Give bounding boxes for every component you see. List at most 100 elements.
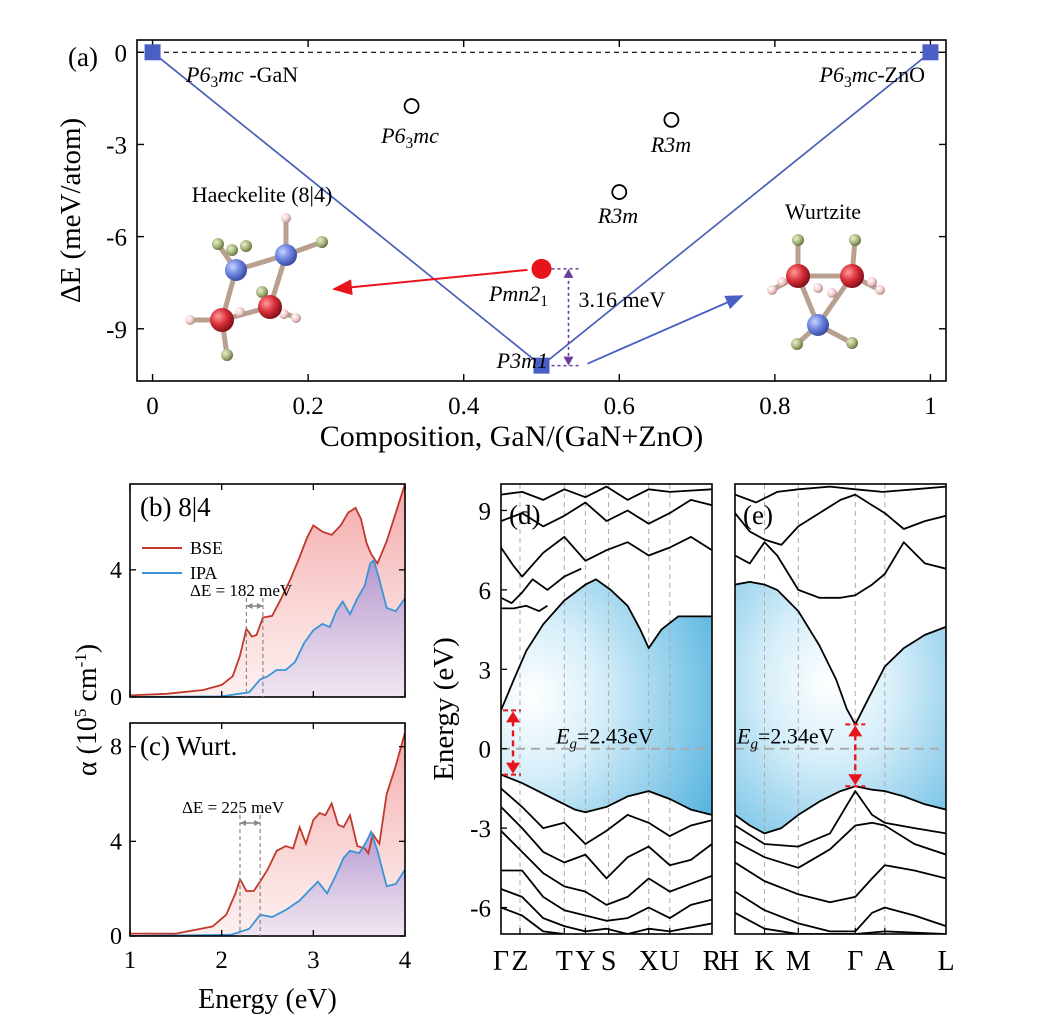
plot-area bbox=[501, 484, 712, 934]
series-line-ipa bbox=[130, 829, 405, 936]
y-tick-label: -6 bbox=[470, 896, 491, 923]
conduction-band bbox=[501, 604, 548, 612]
conduction-band bbox=[501, 498, 712, 528]
gallium-atom bbox=[226, 244, 238, 256]
plot-frame bbox=[129, 483, 406, 698]
conduction-band bbox=[501, 536, 712, 578]
kpoint-label: Γ bbox=[493, 946, 509, 977]
gallium-atom bbox=[849, 234, 861, 246]
conduction-band bbox=[501, 567, 582, 604]
gallium-atom bbox=[240, 240, 252, 252]
band-gap-region bbox=[501, 579, 712, 815]
valence-band-edge bbox=[735, 785, 946, 835]
metastable-point-marker bbox=[611, 184, 628, 200]
oxygen-atom bbox=[185, 315, 195, 325]
arrow-to-haeckelite bbox=[332, 268, 528, 296]
zinc-atom bbox=[210, 308, 234, 332]
label-pmn21: Pmn21 bbox=[488, 281, 548, 310]
panel-d-band-structure-84: Eg=2.43eV (d) Γ Z T Y S X U R 9 6 3 0 -3 -6 Energy (eV) bbox=[428, 483, 722, 977]
conduction-band bbox=[735, 493, 946, 546]
valence-band bbox=[501, 906, 565, 934]
valence-band bbox=[501, 888, 712, 934]
kpoint-label: T bbox=[556, 946, 573, 977]
y-axis-title-alpha: α (105 cm-1) bbox=[71, 644, 103, 776]
y-tick-label: 8 bbox=[110, 735, 122, 761]
diff-arrowhead-bottom bbox=[563, 356, 574, 366]
oxygen-atom bbox=[813, 283, 823, 293]
hull-point-marker bbox=[533, 357, 550, 374]
kpoint-label: U bbox=[660, 946, 680, 977]
gallium-atom bbox=[791, 338, 803, 350]
valence-band bbox=[735, 890, 946, 933]
x-axis-title: Energy (eV) bbox=[198, 984, 337, 1015]
x-tick-label: 0.6 bbox=[604, 393, 635, 420]
oxygen-atom bbox=[777, 277, 787, 287]
plot-area bbox=[735, 484, 946, 934]
y-tick-label: 0 bbox=[479, 737, 492, 764]
oxygen-atom bbox=[867, 277, 877, 287]
x-tick-label: 0.2 bbox=[293, 393, 324, 420]
valence-band bbox=[735, 912, 946, 934]
zinc-atom bbox=[786, 264, 810, 288]
delta-e-annotation: ΔE = 182 meV bbox=[190, 581, 293, 600]
valence-band bbox=[501, 806, 712, 880]
band-gap-arrowhead-down bbox=[848, 774, 863, 786]
x-tick-label: 1 bbox=[124, 947, 137, 974]
hull-point-marker bbox=[144, 44, 161, 61]
kpoint-label: Γ bbox=[847, 946, 863, 977]
haeckelite-label: Haeckelite (8|4) bbox=[192, 182, 333, 207]
y-tick-label: 0 bbox=[110, 924, 122, 950]
label-p63mc-mid: P63mc bbox=[380, 123, 439, 152]
panel-a-convex-hull: 0 0.2 0.4 0.6 0.8 1 0 -3 -6 -9 Composition, GaN/(G… bbox=[55, 39, 947, 453]
delta-arrowheads bbox=[246, 603, 263, 609]
valence-band bbox=[501, 869, 712, 922]
y-axis-title: ΔE (meV/atom) bbox=[55, 118, 87, 303]
zinc-atom bbox=[840, 264, 864, 288]
kpoint-label: L bbox=[937, 946, 954, 977]
y-tick-label: 0 bbox=[110, 685, 122, 711]
panel-label: (d) bbox=[509, 500, 540, 530]
y-tick-label: 6 bbox=[479, 578, 492, 605]
wurtzite-label: Wurtzite bbox=[785, 199, 861, 224]
nitrogen-atom bbox=[225, 259, 247, 281]
valence-band bbox=[735, 861, 946, 904]
nitrogen-atom bbox=[807, 314, 829, 336]
kpoint-label: Y bbox=[575, 946, 595, 977]
y-tick-label: -6 bbox=[106, 225, 127, 252]
label-gan: P63mc -GaN bbox=[185, 62, 298, 91]
y-tick-label: 0 bbox=[115, 40, 128, 67]
band-gap-region bbox=[735, 581, 946, 834]
conduction-band bbox=[735, 541, 946, 599]
label-zno: P63mc-ZnO bbox=[819, 62, 925, 91]
panel-e-band-structure-wurtzite: Eg=2.34eV (e) H K M Γ A L bbox=[719, 483, 955, 977]
conduction-band bbox=[735, 485, 946, 504]
kpoint-label: H bbox=[719, 946, 739, 977]
band-gap-arrowhead-up bbox=[848, 725, 863, 737]
kpoint-label: M bbox=[786, 946, 811, 977]
conduction-band-edge bbox=[501, 578, 712, 711]
x-axis-title: Composition, GaN/(GaN+ZnO) bbox=[320, 420, 704, 453]
zinc-atom bbox=[258, 295, 282, 319]
y-tick-label: -3 bbox=[470, 816, 491, 843]
band-gap-label: Eg=2.34eV bbox=[736, 724, 835, 753]
nitrogen-atom bbox=[275, 244, 297, 266]
series-fill-ipa bbox=[130, 831, 405, 936]
series-line-bse bbox=[130, 484, 405, 697]
oxygen-atom bbox=[279, 309, 289, 319]
series-line-ipa bbox=[130, 558, 405, 697]
valence-band bbox=[735, 790, 946, 848]
x-tick-label: 2 bbox=[215, 947, 228, 974]
y-tick-label: -3 bbox=[106, 132, 127, 159]
gallium-atom bbox=[792, 234, 804, 246]
conduction-band bbox=[501, 485, 712, 501]
oxygen-atom bbox=[767, 285, 777, 295]
kpoint-label: A bbox=[875, 946, 896, 977]
legend-label-ipa: IPA bbox=[190, 563, 217, 583]
gallium-atom bbox=[316, 236, 328, 248]
x-tick-label: 3 bbox=[307, 947, 320, 974]
series-fill-ipa bbox=[130, 560, 405, 697]
panel-label-a: (a) bbox=[68, 42, 98, 72]
y-tick-label: 3 bbox=[479, 657, 492, 684]
delta-arrowheads bbox=[240, 820, 261, 826]
